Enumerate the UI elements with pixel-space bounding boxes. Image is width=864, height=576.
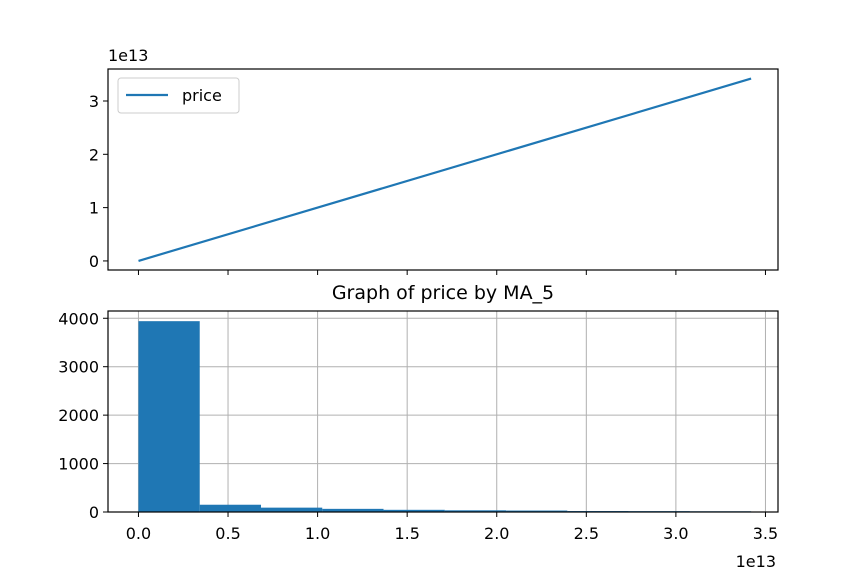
histogram-title: Graph of price by MA_5 bbox=[332, 282, 554, 304]
x-tick-label: 1.0 bbox=[305, 524, 330, 543]
histogram-x-ticks: 0.0 0.5 1.0 1.5 2.0 2.5 3.0 3.5 bbox=[126, 512, 778, 543]
legend-label-price: price bbox=[182, 86, 222, 105]
histogram-bar bbox=[383, 509, 445, 512]
histogram-frame bbox=[107, 310, 779, 513]
histogram-bar bbox=[260, 507, 323, 512]
histogram-bar bbox=[506, 510, 568, 512]
x-tick-label: 2.5 bbox=[574, 524, 599, 543]
y-tick-label: 3 bbox=[89, 92, 99, 111]
y-tick-label: 0 bbox=[89, 503, 99, 522]
line-chart-y-ticks: 0 1 2 3 bbox=[89, 92, 108, 271]
y-tick-label: 1000 bbox=[58, 455, 99, 474]
line-chart-axes: 0 1 2 3 1e13 price bbox=[89, 46, 779, 275]
y-tick-label: 0 bbox=[89, 252, 99, 271]
histogram-bar bbox=[322, 508, 384, 512]
y-tick-label: 1 bbox=[89, 199, 99, 218]
x-tick-label: 0.5 bbox=[215, 524, 240, 543]
y-tick-label: 2 bbox=[89, 145, 99, 164]
histogram-bar bbox=[138, 321, 200, 512]
legend-box bbox=[117, 77, 240, 114]
line-chart-x-ticks bbox=[137, 270, 766, 275]
histogram-bars bbox=[138, 321, 752, 512]
line-series-price bbox=[138, 77, 752, 262]
x-tick-label: 3.0 bbox=[663, 524, 688, 543]
x-tick-label: 3.5 bbox=[753, 524, 778, 543]
histogram-bar bbox=[444, 510, 507, 512]
y-tick-label: 3000 bbox=[58, 358, 99, 377]
y-tick-label: 2000 bbox=[58, 406, 99, 425]
line-chart-frame bbox=[107, 68, 779, 271]
line-chart-legend: price bbox=[117, 77, 240, 114]
histogram-x-offset-text: 1e13 bbox=[736, 552, 776, 571]
line-chart-y-offset-text: 1e13 bbox=[108, 46, 148, 65]
line-series-group bbox=[138, 77, 752, 262]
x-tick-label: 2.0 bbox=[484, 524, 509, 543]
x-tick-label: 0.0 bbox=[126, 524, 151, 543]
histogram-y-ticks: 0 1000 2000 3000 4000 bbox=[58, 309, 108, 522]
x-tick-label: 1.5 bbox=[394, 524, 419, 543]
histogram-bar bbox=[199, 504, 261, 512]
histogram-axes: Graph of price by MA_5 0 1000 2000 3000 4000… bbox=[58, 282, 779, 571]
y-tick-label: 4000 bbox=[58, 309, 99, 328]
